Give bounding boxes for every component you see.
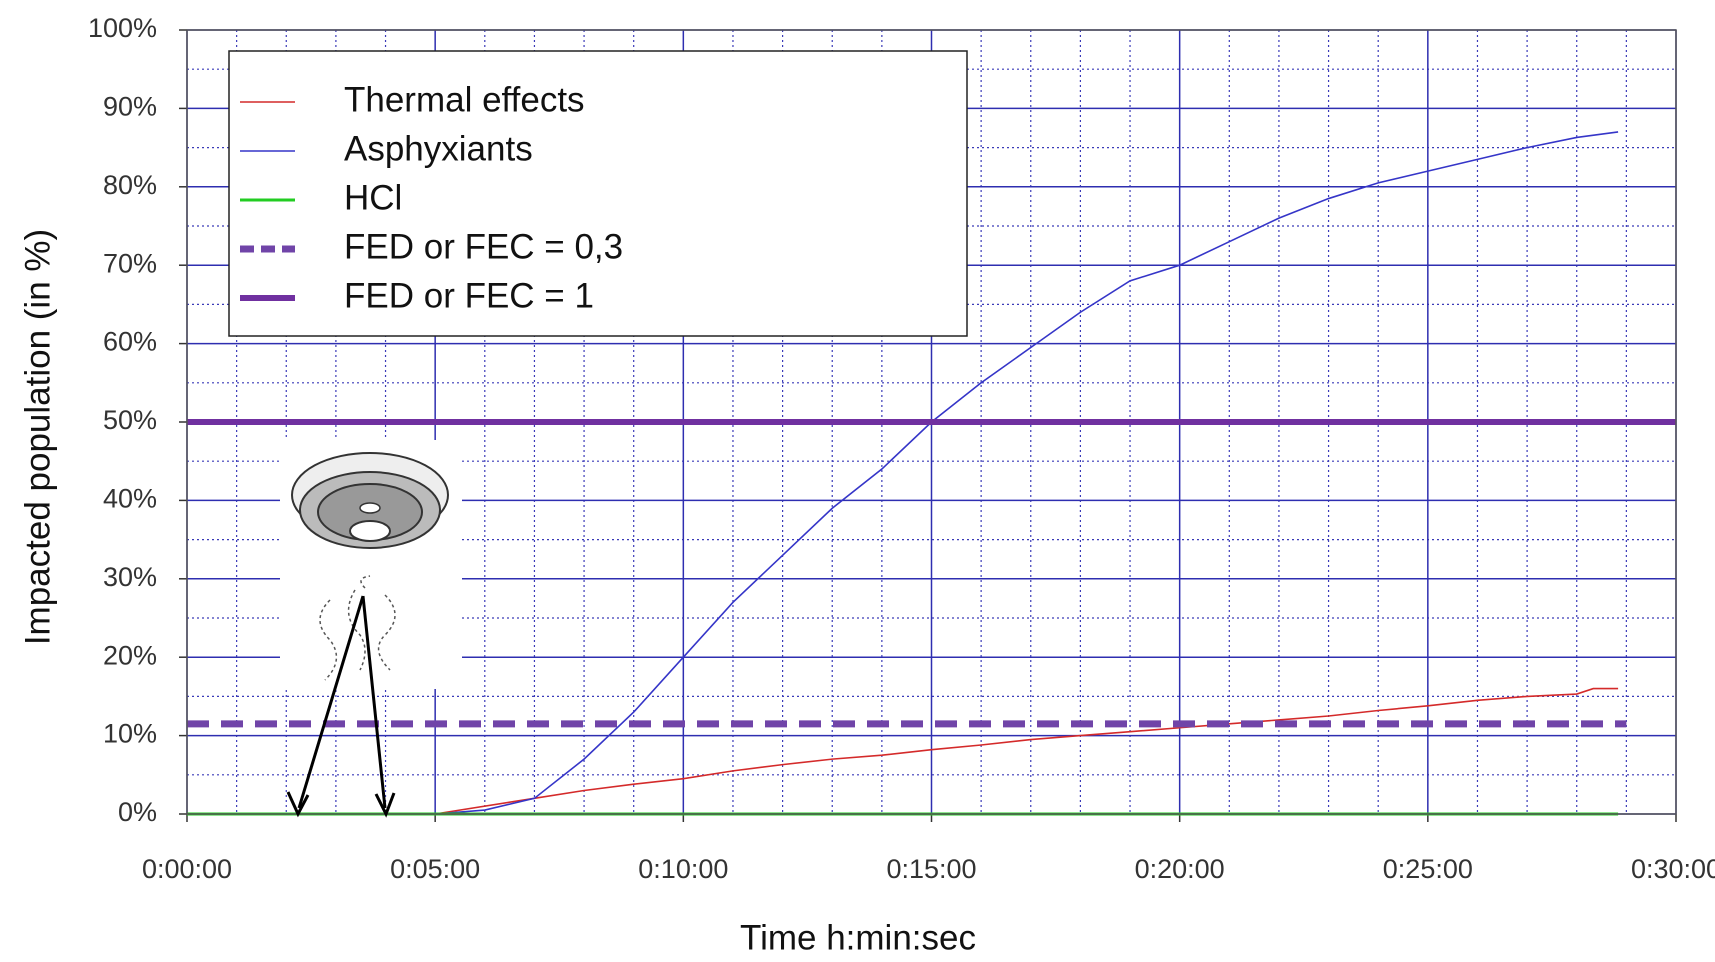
y-tick-label: 20% [103, 640, 157, 670]
legend-label: FED or FEC = 0,3 [344, 227, 623, 266]
legend: Thermal effects Asphyxiants HCl FED or FEC … [240, 80, 623, 315]
legend-label: Thermal effects [344, 80, 585, 119]
x-tick-label: 0:20:00 [1135, 854, 1225, 884]
legend-label: Asphyxiants [344, 129, 533, 168]
x-tick-label: 0:00:00 [142, 854, 232, 884]
y-tick-label: 100% [88, 13, 157, 43]
y-tick-label: 40% [103, 484, 157, 514]
x-axis-title: Time h:min:sec [740, 918, 976, 957]
y-tick-label: 30% [103, 562, 157, 592]
y-tick-label: 80% [103, 170, 157, 200]
plot-frame [186, 29, 1677, 815]
legend-label: FED or FEC = 1 [344, 276, 594, 315]
x-tick-label: 0:10:00 [638, 854, 728, 884]
smoke-detector-icon [280, 440, 462, 689]
y-tick-label: 70% [103, 248, 157, 278]
x-tick-label: 0:30:00 [1631, 854, 1715, 884]
y-tick-label: 60% [103, 327, 157, 357]
y-tick-label: 0% [118, 797, 157, 827]
legend-label: HCl [344, 178, 402, 217]
series-line [187, 687, 1619, 815]
x-tick-label: 0:25:00 [1383, 854, 1473, 884]
series-line [187, 131, 1619, 815]
y-tick-label: 90% [103, 92, 157, 122]
y-tick-label: 50% [103, 405, 157, 435]
x-tick-label: 0:15:00 [886, 854, 976, 884]
arrows [286, 595, 396, 818]
legend-box [228, 50, 968, 337]
y-axis-title: Impacted population (in %) [18, 229, 57, 645]
y-tick-label: 10% [103, 719, 157, 749]
x-tick-label: 0:05:00 [390, 854, 480, 884]
